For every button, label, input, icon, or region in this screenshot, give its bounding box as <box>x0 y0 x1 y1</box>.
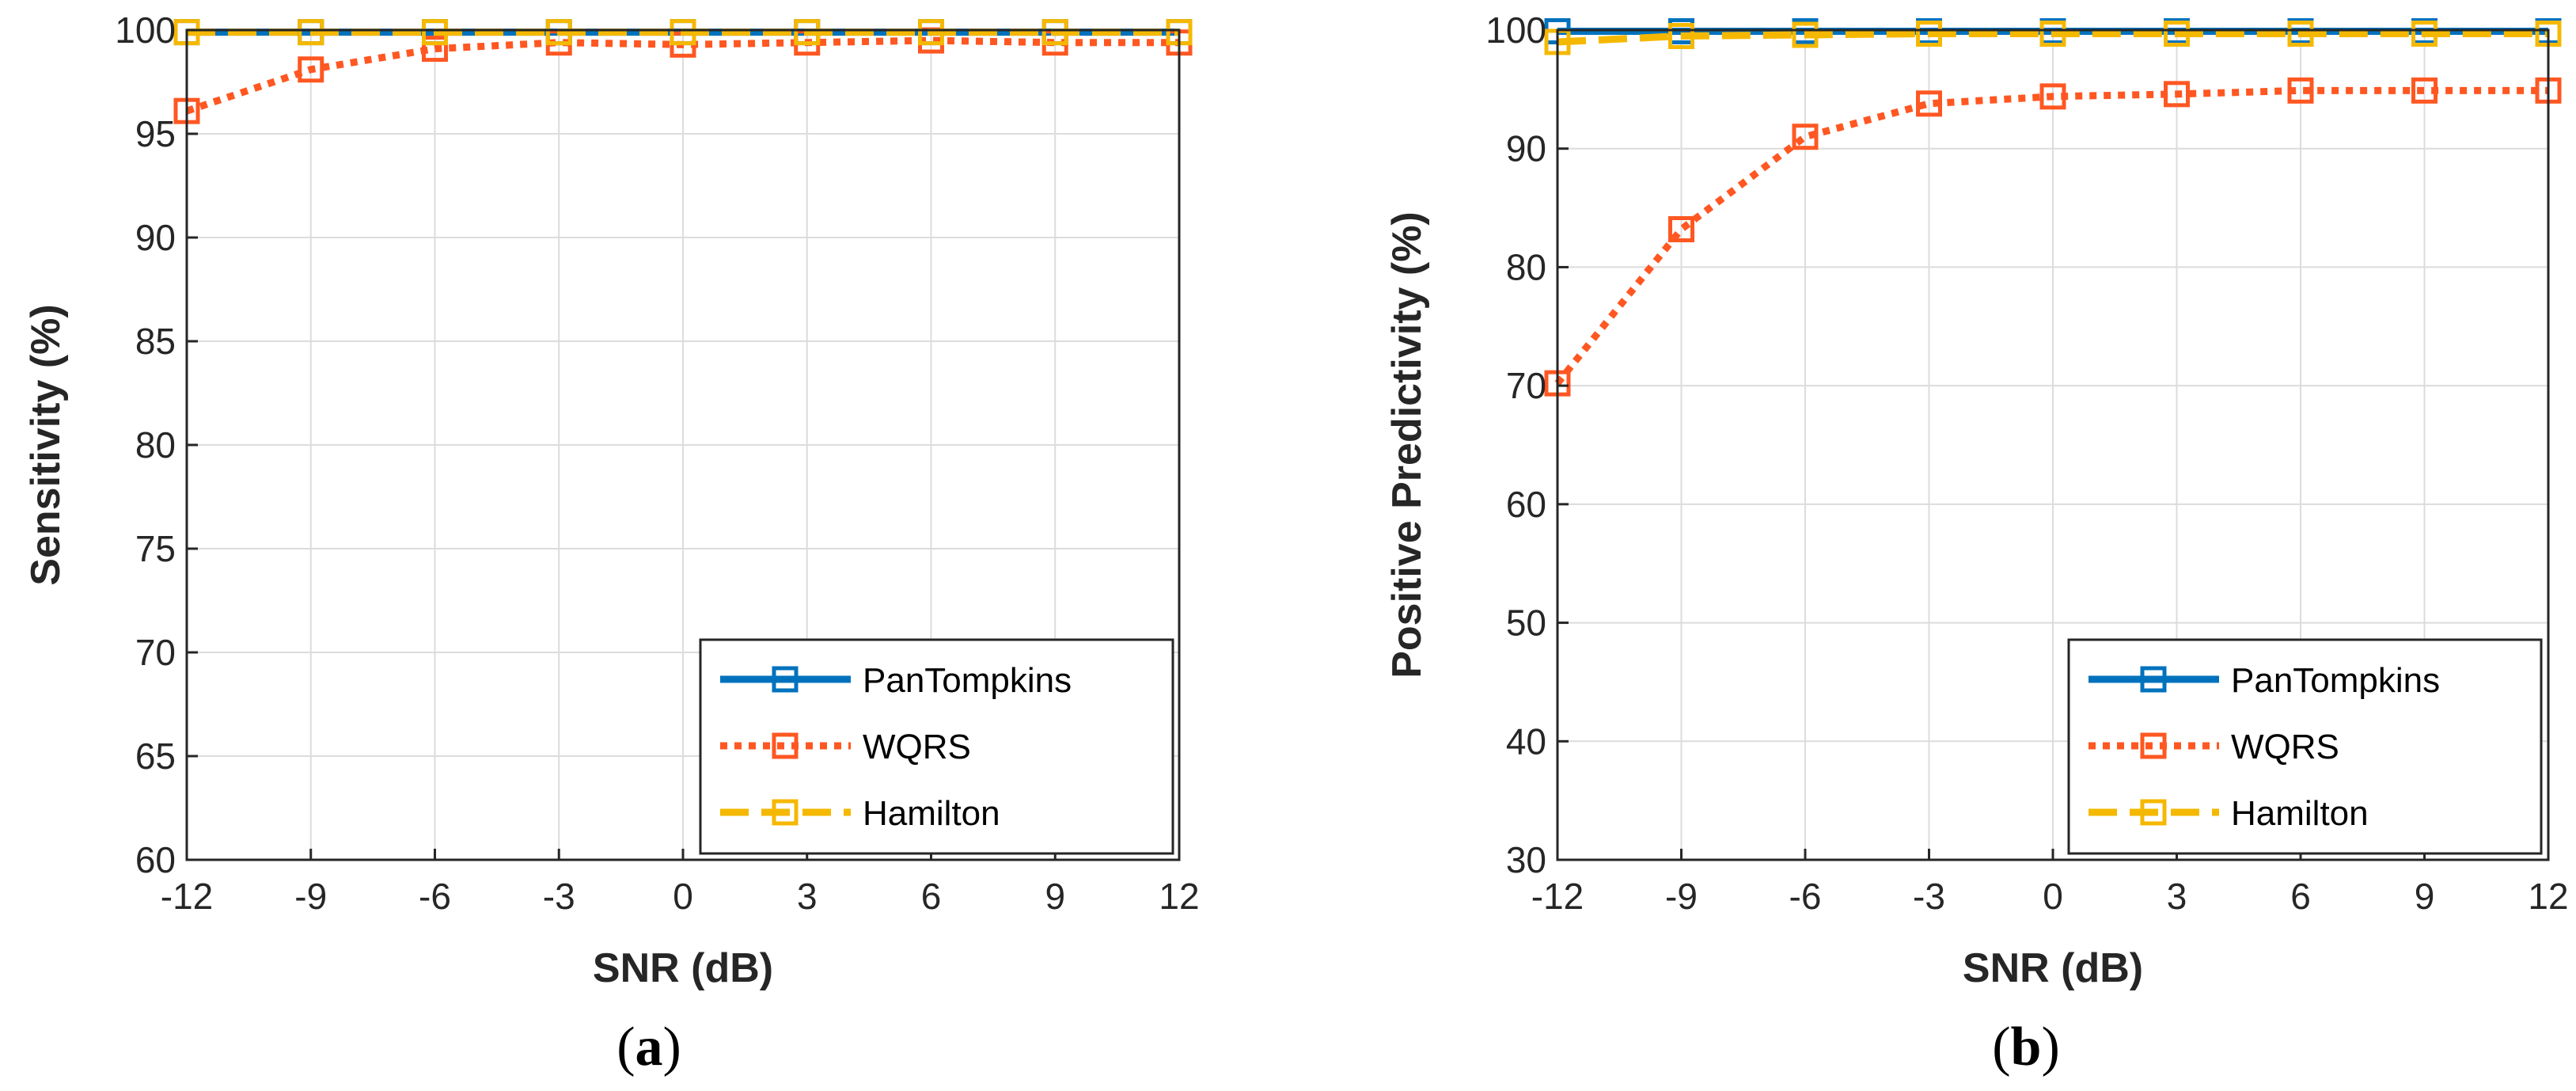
caption-letter: a <box>635 1017 663 1078</box>
x-tick-label: 9 <box>2415 876 2435 917</box>
x-tick-label: -6 <box>419 876 451 917</box>
x-tick-label: -3 <box>1913 876 1945 917</box>
y-tick-label: 70 <box>135 632 176 673</box>
caption-letter: b <box>2011 1017 2042 1078</box>
data-point-hamilton <box>2164 20 2190 47</box>
legend-label-hamilton: Hamilton <box>863 794 1000 833</box>
x-tick-label: -6 <box>1789 876 1822 917</box>
panel-caption: (a) <box>616 1017 681 1078</box>
series-line-wqrs <box>1554 86 2548 386</box>
x-tick-label: 3 <box>2167 876 2187 917</box>
data-point-wqrs <box>2039 83 2066 110</box>
data-point-hamilton <box>670 19 696 46</box>
data-point-hamilton <box>1792 21 1819 48</box>
legend-marker-wqrs <box>2140 732 2167 759</box>
y-tick-label: 95 <box>135 113 176 154</box>
y-axis-label: Sensitivity (%) <box>23 304 69 585</box>
x-axis-label: SNR (dB) <box>593 945 773 991</box>
legend-label-wqrs: WQRS <box>863 728 971 766</box>
y-tick-label: 100 <box>1485 10 1546 51</box>
x-tick-label: -12 <box>1531 876 1584 917</box>
data-point-wqrs <box>2411 77 2438 104</box>
y-tick-label: 100 <box>115 10 176 51</box>
legend: PanTompkins WQRS Hamilton <box>2067 638 2543 855</box>
x-tick-label: -9 <box>1665 876 1698 917</box>
chart-a-sensitivity: -12 -9 -6 -3 0 3 6 9 12 60 65 70 75 80 85 90 95 100 SNR (d… <box>23 10 1200 1078</box>
y-tick-label: 60 <box>1506 484 1546 525</box>
data-point-hamilton <box>298 19 324 46</box>
legend-label-hamilton: Hamilton <box>2231 794 2369 833</box>
legend-marker-pantompkins <box>2140 666 2167 693</box>
y-tick-label: 40 <box>1506 720 1546 762</box>
x-tick-label: 0 <box>673 876 693 917</box>
legend-marker-hamilton <box>772 799 799 826</box>
series-wqrs <box>1544 77 2562 397</box>
data-point-hamilton <box>2287 20 2314 47</box>
data-point-hamilton <box>918 19 944 46</box>
x-tick-label: -12 <box>161 876 213 917</box>
x-tick-label: 6 <box>2290 876 2311 917</box>
legend-marker-pantompkins <box>772 666 799 693</box>
legend-label-pantompkins: PanTompkins <box>2231 661 2440 700</box>
data-point-hamilton <box>2039 20 2066 47</box>
data-point-hamilton <box>1041 19 1068 46</box>
data-point-hamilton <box>1916 20 1942 47</box>
x-tick-label: -9 <box>294 876 327 917</box>
legend-marker-hamilton <box>2140 799 2167 826</box>
y-tick-label: 85 <box>135 321 176 362</box>
y-tick-label: 70 <box>1506 365 1546 406</box>
data-point-hamilton <box>545 19 572 46</box>
caption-close: ) <box>2041 1017 2059 1078</box>
caption-open: ( <box>616 1017 635 1078</box>
data-point-wqrs <box>422 36 448 63</box>
caption-close: ) <box>663 1017 681 1078</box>
y-tick-label: 90 <box>135 217 176 258</box>
x-tick-label: 12 <box>1159 876 1199 917</box>
caption-open: ( <box>1992 1017 2010 1078</box>
y-tick-label: 65 <box>135 736 176 777</box>
data-point-wqrs <box>298 56 324 83</box>
x-tick-label: 12 <box>2528 876 2568 917</box>
y-tick-label: 50 <box>1506 603 1546 644</box>
data-point-hamilton <box>1668 22 1694 49</box>
data-point-hamilton <box>422 19 448 46</box>
data-point-hamilton <box>2411 20 2438 47</box>
x-tick-label: -3 <box>543 876 575 917</box>
x-tick-label: 3 <box>797 876 818 917</box>
x-tick-label: 6 <box>921 876 942 917</box>
x-axis-label: SNR (dB) <box>1963 945 2143 991</box>
legend: PanTompkins WQRS Hamilton <box>699 638 1174 855</box>
y-tick-label: 60 <box>135 839 176 880</box>
data-point-hamilton <box>794 19 821 46</box>
x-tick-label: 0 <box>2043 876 2063 917</box>
legend-label-wqrs: WQRS <box>2231 728 2339 766</box>
data-point-wqrs <box>2287 77 2314 104</box>
y-tick-label: 90 <box>1506 128 1546 169</box>
data-point-wqrs <box>1916 90 1942 117</box>
legend-label-pantompkins: PanTompkins <box>863 661 1072 700</box>
data-point-wqrs <box>1668 216 1694 243</box>
data-point-wqrs <box>1792 124 1819 150</box>
data-point-wqrs <box>2164 81 2190 108</box>
panel-caption: (b) <box>1992 1017 2060 1078</box>
chart-b-positive-predictivity: -12 -9 -6 -3 0 3 6 9 12 30 40 50 60 70 80 90 100 SNR (dB)… <box>1384 10 2569 1078</box>
y-tick-label: 30 <box>1506 839 1546 880</box>
y-tick-label: 75 <box>135 528 176 569</box>
series-line-hamilton <box>1557 29 2548 46</box>
y-axis-label: Positive Predictivity (%) <box>1384 211 1430 679</box>
y-tick-label: 80 <box>1506 246 1546 287</box>
x-tick-label: 9 <box>1045 876 1065 917</box>
legend-marker-wqrs <box>772 732 799 759</box>
y-tick-label: 80 <box>135 424 176 466</box>
